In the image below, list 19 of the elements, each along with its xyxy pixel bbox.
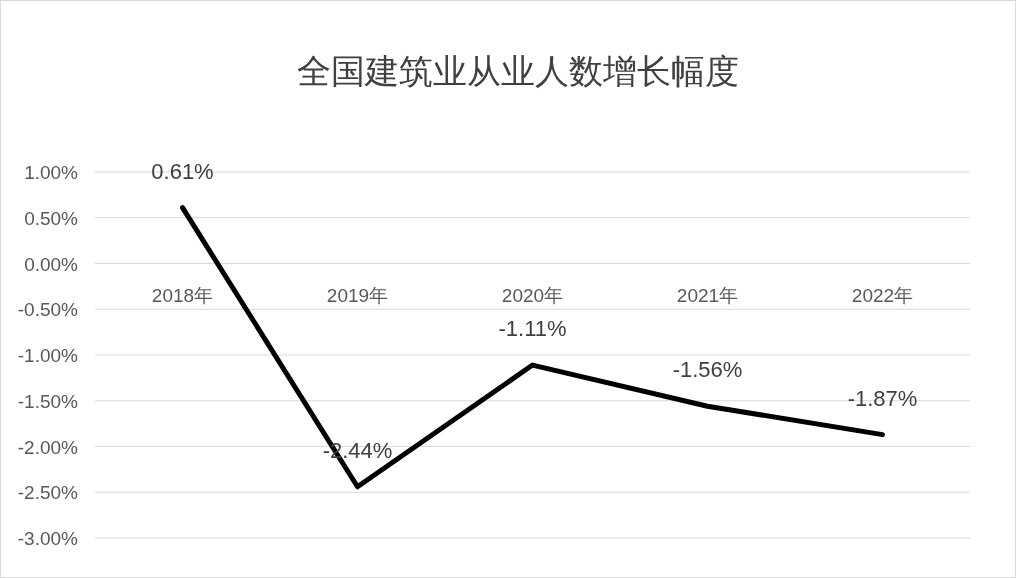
- y-tick-label: -1.50%: [17, 390, 79, 412]
- y-tick-label: 0.00%: [24, 253, 79, 275]
- y-tick-label: -2.00%: [17, 436, 79, 458]
- y-tick-label: -2.50%: [17, 482, 79, 504]
- chart-title: 全国建筑业从业人数增长幅度: [297, 51, 739, 91]
- x-tick-label: 2018年: [151, 284, 214, 306]
- y-tick-label: -3.00%: [17, 528, 79, 549]
- x-tick-label: 2021年: [676, 284, 739, 306]
- x-tick-label: 2020年: [501, 284, 564, 306]
- y-tick-label: -0.50%: [17, 299, 79, 321]
- y-tick-label: -1.00%: [17, 345, 79, 366]
- x-tick-label: 2022年: [851, 284, 914, 306]
- data-label: -1.11%: [498, 316, 567, 342]
- y-tick-label: 1.00%: [24, 162, 79, 183]
- data-label: 0.61%: [151, 158, 214, 184]
- data-label: -1.56%: [672, 357, 743, 383]
- data-label: -1.87%: [847, 385, 918, 411]
- x-tick-label: 2019年: [326, 284, 389, 306]
- y-tick-label: 0.50%: [24, 207, 79, 229]
